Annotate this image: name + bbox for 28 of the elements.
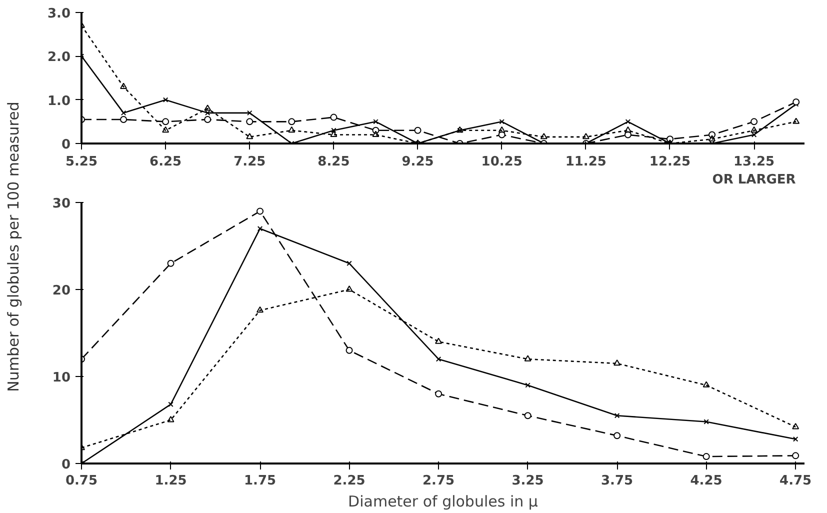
x-tick-label: 3.75	[601, 474, 634, 488]
y-tick-label: 3.0	[47, 6, 70, 22]
x-tick-label: 7.25	[234, 154, 266, 170]
y-tick-label: 1.0	[47, 94, 70, 109]
y-tick-label: 10	[52, 370, 71, 386]
x-tick-label: 10.25	[481, 154, 522, 170]
y-tick-label: 0	[61, 138, 70, 152]
y-tick-label: 0	[61, 458, 70, 472]
x-tick-label: 11.25	[565, 154, 606, 170]
x-tick-label: 2.25	[333, 474, 366, 488]
x-tick-label: 4.25	[690, 474, 722, 488]
x-tick-label: 8.25	[318, 154, 350, 170]
x-tick-label: 12.25	[649, 154, 691, 170]
y-tick-label: 30	[52, 196, 71, 212]
x-tick-label: 9.25	[402, 154, 434, 170]
x-axis-title: Diameter of globules in μ	[348, 492, 538, 510]
x-tick-label: 0.75	[65, 474, 98, 488]
x-tick-label: 13.25 OR LARGER	[712, 154, 796, 188]
y-axis-title: Number of globules per 100 measured	[4, 102, 22, 392]
x-tick-label: 3.25	[512, 474, 544, 488]
x-tick-label: 1.75	[244, 474, 276, 488]
x-tick-label: 6.25	[150, 154, 182, 170]
x-tick-label: 4.75	[780, 474, 812, 488]
y-tick-label: 2.0	[47, 50, 70, 66]
y-tick-label: 20	[52, 284, 71, 298]
x-tick-label: 5.25	[65, 154, 98, 170]
x-tick-label: 2.75	[422, 474, 455, 488]
x-tick-label: 1.25	[154, 474, 187, 488]
